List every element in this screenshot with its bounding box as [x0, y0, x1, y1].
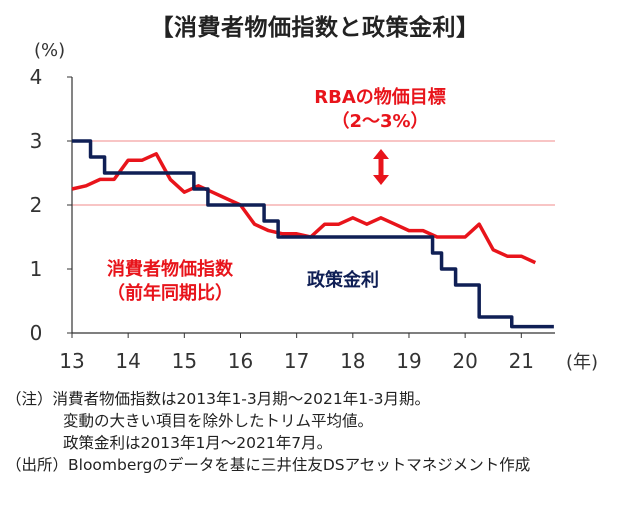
- note-cpi-period: （注）消費者物価指数は2013年1-3月期～2021年1-3月期。: [6, 390, 431, 408]
- x-tick-label: 20: [452, 349, 477, 373]
- note-source: （出所）Bloombergのデータを基に三井住友DSアセットマネジメント作成: [6, 456, 531, 474]
- notes: （注）消費者物価指数は2013年1-3月期～2021年1-3月期。 変動の大きい…: [6, 388, 626, 476]
- target-label-range: （2～3%）: [331, 111, 428, 132]
- series-label-policy-rate: 政策金利: [307, 269, 379, 291]
- chart: 0 1 2 3 4 (%) 13 14 15 16 17 18 19 20 21 (年) 消費者物価指数（前年同…: [30, 40, 598, 373]
- series-label-cpi: 消費者物価指数: [107, 258, 234, 280]
- y-tick-label: 0: [30, 321, 43, 345]
- y-tick-label: 4: [30, 65, 43, 89]
- y-tick-label: 1: [30, 257, 43, 281]
- y-tick-label: 3: [30, 129, 43, 153]
- note-trimmed-mean: 変動の大きい項目を除外したトリム平均値。: [63, 412, 374, 430]
- y-tick-label: 2: [30, 193, 43, 217]
- x-tick-label: 13: [59, 349, 84, 373]
- x-tick-label: 15: [172, 349, 197, 373]
- chart-title: 【消費者物価指数と政策金利】: [150, 15, 480, 41]
- x-tick-label: 16: [228, 349, 253, 373]
- x-tick-label: 19: [396, 349, 421, 373]
- x-tick-label: 18: [340, 349, 365, 373]
- note-rate-period: 政策金利は2013年1月～2021年7月。: [63, 434, 333, 452]
- series-line-cpi: [71, 152, 537, 265]
- target-label-title: RBAの物価目標: [314, 86, 446, 108]
- x-tick-label: 17: [284, 349, 309, 373]
- target-arrow-down: [373, 175, 389, 185]
- target-arrow-up: [373, 149, 389, 159]
- x-tick-label: 21: [509, 349, 534, 373]
- y-axis-label: (%): [34, 40, 65, 61]
- x-axis-unit: (年): [566, 352, 598, 373]
- x-tick-label: 14: [115, 349, 140, 373]
- series-label-cpi-sub: （前年同期比）: [107, 282, 233, 304]
- series-line-policy-rate: [72, 139, 554, 329]
